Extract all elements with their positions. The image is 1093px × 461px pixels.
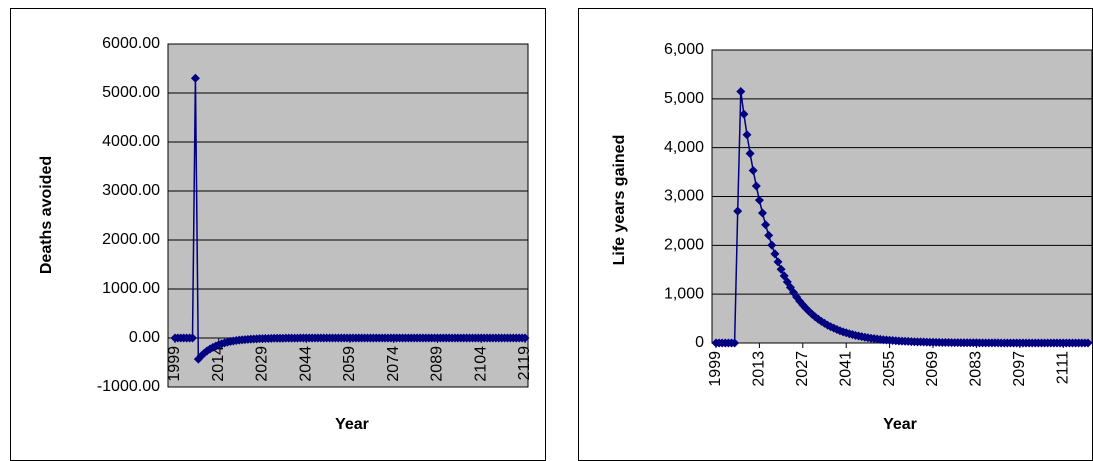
x-axis-title: Year	[883, 416, 917, 433]
marker	[751, 181, 761, 191]
y-tick-label: 4,000	[664, 139, 704, 156]
y-tick-label: 0.00	[129, 329, 160, 346]
marker	[520, 333, 530, 343]
marker	[754, 195, 764, 205]
marker	[1083, 338, 1093, 348]
y-tick-label: 5000.00	[102, 84, 160, 101]
x-tick-label: 2059	[341, 346, 358, 382]
y-tick-label: 0	[695, 334, 704, 351]
x-tick-label: 2013	[751, 351, 768, 387]
marker	[188, 333, 197, 343]
marker	[773, 257, 783, 267]
marker	[739, 109, 749, 119]
marker	[730, 338, 740, 348]
marker	[770, 249, 780, 259]
x-tick-label: 2074	[385, 346, 402, 382]
y-tick-label: 3000.00	[102, 182, 160, 199]
y-axis-title: Life years gained	[611, 135, 628, 266]
marker	[758, 208, 767, 218]
x-tick-label: 2044	[297, 346, 314, 382]
marker	[736, 87, 746, 97]
y-tick-label: 2000.00	[102, 231, 160, 248]
marker	[761, 220, 771, 230]
marker	[764, 230, 774, 240]
marker	[190, 73, 200, 83]
marker	[779, 271, 789, 281]
marker	[733, 206, 743, 216]
y-tick-label: 6000.00	[102, 35, 160, 52]
x-tick-label: 2119	[516, 346, 533, 381]
x-tick-label: 2111	[1054, 351, 1071, 384]
x-tick-label: 2055	[881, 351, 898, 387]
marker	[776, 264, 786, 274]
marker	[767, 240, 777, 250]
x-tick-label: 1999	[166, 346, 183, 382]
x-tick-label: 2089	[429, 346, 446, 382]
x-tick-label: 2069	[924, 351, 941, 387]
y-tick-label: 1000.00	[102, 280, 160, 297]
y-tick-label: 6,000	[664, 41, 704, 58]
x-tick-label: 2014	[210, 346, 227, 382]
marker	[748, 166, 758, 176]
x-tick-label: 2041	[837, 351, 854, 387]
y-tick-label: 4000.00	[102, 133, 160, 150]
y-tick-label: 5,000	[664, 90, 704, 107]
y-axis-title: Deaths avoided	[38, 156, 55, 274]
x-tick-label: 2027	[794, 351, 811, 387]
x-tick-label: 2083	[968, 351, 985, 387]
x-tick-label: 2029	[254, 346, 271, 382]
x-axis-title: Year	[335, 416, 369, 433]
marker	[745, 148, 755, 158]
y-tick-label: 2,000	[664, 237, 704, 254]
marker	[742, 130, 752, 140]
y-tick-label: 3,000	[664, 188, 704, 205]
y-tick-label: -1000.00	[97, 378, 160, 395]
y-tick-label: 1,000	[664, 285, 704, 302]
x-tick-label: 2104	[472, 346, 489, 382]
x-tick-label: 1999	[707, 351, 724, 387]
x-tick-label: 2097	[1011, 351, 1028, 387]
